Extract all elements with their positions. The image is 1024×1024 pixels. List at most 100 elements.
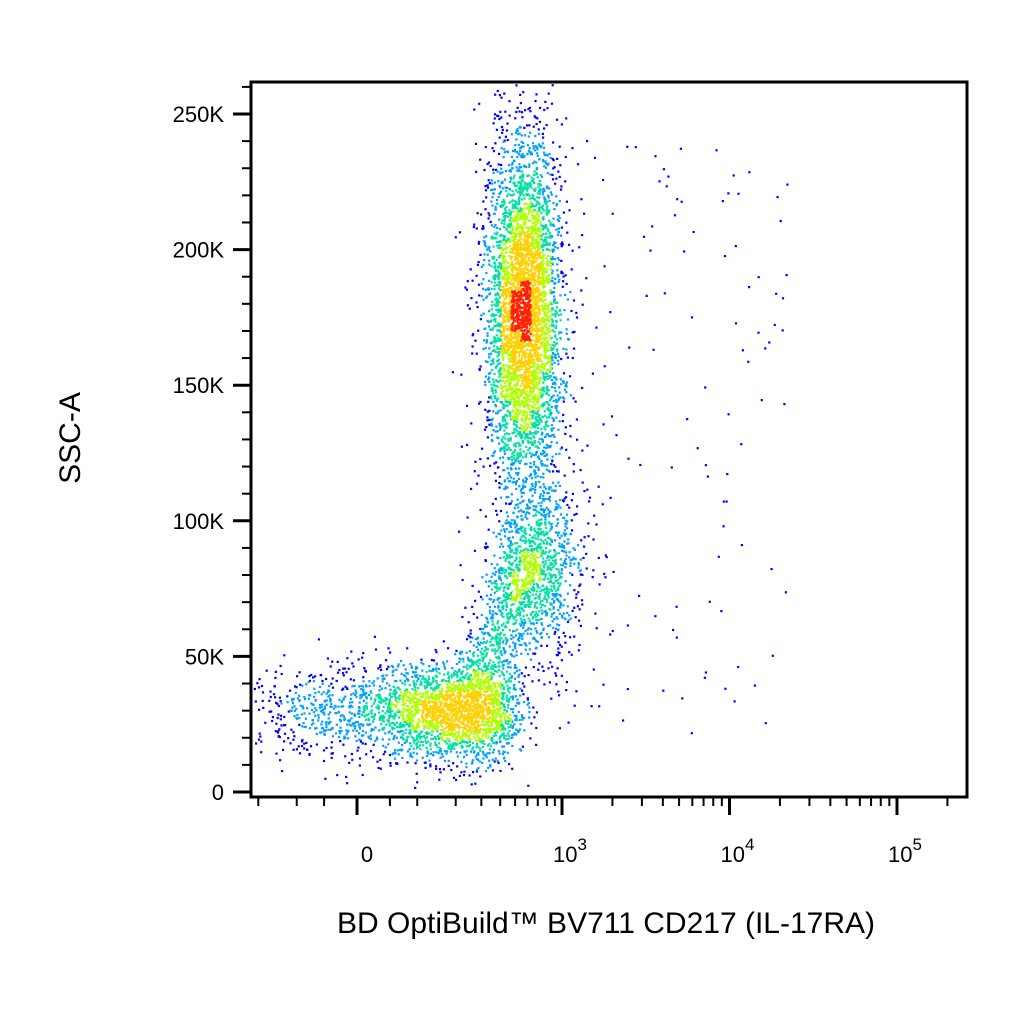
event-dot <box>543 311 546 314</box>
event-dot <box>310 673 313 676</box>
event-dot <box>434 728 437 731</box>
event-dot <box>451 743 454 746</box>
event-dot <box>410 705 414 708</box>
event-dot <box>438 701 441 704</box>
event-dot <box>476 740 480 743</box>
event-dot <box>515 714 518 718</box>
event-dot <box>359 697 362 700</box>
event-dot <box>478 714 481 717</box>
event-dot <box>540 291 543 294</box>
event-dot <box>534 135 537 138</box>
event-dot <box>538 369 541 372</box>
event-dot <box>406 761 409 764</box>
event-dot <box>324 777 327 780</box>
event-dot <box>493 693 496 696</box>
event-dot <box>314 714 317 717</box>
event-dot <box>414 726 417 729</box>
event-dot <box>504 338 507 341</box>
event-dot <box>552 427 555 430</box>
event-dot <box>454 720 457 723</box>
event-dot <box>529 380 532 383</box>
event-dot <box>503 716 506 719</box>
event-dot <box>419 737 422 740</box>
event-dot <box>545 280 548 283</box>
event-dot <box>429 748 432 751</box>
event-dot <box>470 675 473 678</box>
event-dot <box>335 712 338 715</box>
event-dot <box>513 687 516 690</box>
event-dot <box>466 735 469 738</box>
event-dot <box>501 403 504 406</box>
event-dot <box>531 221 534 224</box>
event-dot <box>526 517 529 520</box>
event-dot <box>443 709 446 713</box>
event-dot <box>545 344 548 347</box>
event-dot <box>490 685 493 688</box>
event-dot <box>512 451 515 454</box>
event-dot <box>465 753 468 757</box>
event-dot <box>513 184 516 187</box>
event-dot <box>479 458 482 461</box>
event-dot <box>514 449 517 452</box>
event-dot <box>554 465 557 468</box>
event-dot <box>282 748 285 751</box>
event-dot <box>401 704 404 707</box>
event-dot <box>516 452 519 455</box>
event-dot <box>341 714 344 717</box>
event-dot <box>456 675 459 678</box>
event-dot <box>543 403 546 406</box>
event-dot <box>359 740 363 743</box>
event-dot <box>511 725 514 728</box>
event-dot <box>368 685 371 688</box>
event-dot <box>479 692 483 695</box>
event-dot <box>494 208 497 211</box>
event-dot <box>521 716 524 719</box>
event-dot <box>536 192 539 195</box>
event-dot <box>501 693 505 696</box>
event-dot <box>489 674 492 677</box>
event-dot <box>530 318 533 321</box>
event-dot <box>425 746 428 750</box>
event-dot <box>385 723 388 726</box>
event-dot <box>435 687 438 690</box>
event-dot <box>477 715 480 718</box>
event-dot <box>373 680 376 683</box>
event-dot <box>364 684 368 687</box>
event-dot <box>507 447 510 450</box>
event-dot <box>513 723 516 726</box>
event-dot <box>507 732 510 735</box>
event-dot <box>295 748 298 751</box>
event-dot <box>452 732 455 735</box>
event-dot <box>518 252 521 255</box>
event-dot <box>295 707 298 711</box>
event-dot <box>485 754 488 757</box>
event-dot <box>471 345 474 348</box>
event-dot <box>517 168 520 171</box>
event-dot <box>515 654 518 657</box>
event-dot <box>517 710 520 714</box>
event-dot <box>524 437 527 440</box>
event-dot <box>531 335 534 338</box>
event-dot <box>531 243 534 247</box>
event-dot <box>358 712 361 715</box>
event-dot <box>445 718 448 721</box>
event-dot <box>422 724 425 727</box>
event-dot <box>534 242 537 245</box>
event-dot <box>256 682 259 685</box>
event-dot <box>374 739 377 743</box>
event-dot <box>495 701 498 704</box>
event-dot <box>415 772 418 775</box>
event-dot <box>321 720 324 723</box>
event-dot <box>502 212 505 215</box>
event-dot <box>517 323 520 327</box>
event-dot <box>494 341 497 344</box>
event-dot <box>423 687 427 690</box>
event-dot <box>384 697 387 700</box>
event-dot <box>554 241 557 244</box>
event-dot <box>541 394 544 397</box>
event-dot <box>454 702 457 705</box>
event-dot <box>412 747 415 750</box>
event-dot <box>537 441 540 444</box>
event-dot <box>417 745 420 748</box>
event-dot <box>414 707 417 710</box>
